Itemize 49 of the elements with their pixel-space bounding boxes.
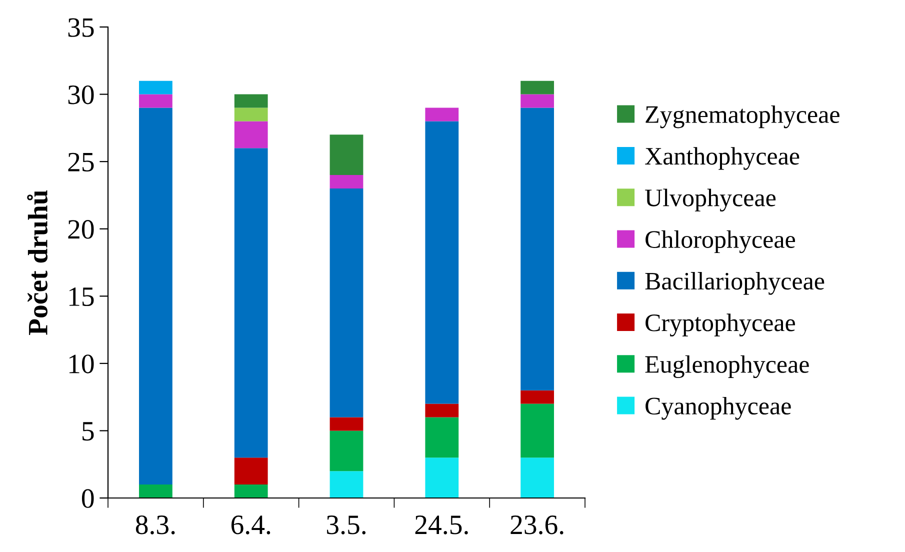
bar [330,175,364,188]
bar [330,430,364,472]
bar [139,80,172,94]
bar [425,121,459,404]
legend-label: Cyanophyceae [646,396,791,420]
legend-label: Cryptophyceae [646,314,796,336]
bar [520,458,554,498]
y-tick-label: 35 [68,18,94,37]
y-tick-label: 20 [68,220,94,239]
y-tick-label: 5 [82,422,94,441]
bar [139,484,172,498]
legend-label: Xanthophyceae [645,147,800,170]
bar [520,94,554,108]
y-tick-label: 10 [69,354,94,374]
bar [330,134,364,176]
y-tick-label: 30 [68,85,94,104]
bar [330,471,364,498]
bar [234,94,268,108]
x-tick-label: 6.4. [231,516,270,534]
bar [234,108,268,122]
legend-label: Chlorophyceae [646,230,796,254]
y-tick-label: 15 [69,287,94,306]
bar [425,404,459,418]
x-tick-label: 24.5. [415,516,468,534]
legend-label: Euglenophyceae [645,355,809,378]
bar [330,188,364,418]
bar [330,417,364,431]
bar [520,80,554,94]
bar [234,148,268,458]
x-tick-label: 23.6. [510,516,564,534]
bar [139,108,172,485]
y-tick-label: 25 [68,152,94,172]
bar [234,121,268,148]
legend-label: Ulvophyceae [645,188,776,212]
bar [520,390,554,404]
bar [425,417,459,458]
legend-label: Zygnematophyceae [646,105,840,128]
y-tick-label: 0 [82,489,94,508]
bar [139,94,172,108]
legend-label: Bacillariophyceae [645,272,824,295]
y-axis-title: Počet druhů [27,190,48,335]
bar [520,404,554,458]
bar [520,108,554,390]
x-tick-label: 3.5. [326,516,366,534]
bar [234,458,268,485]
bar [425,108,459,122]
x-tick-label: 8.3. [136,515,175,534]
bar [425,458,459,498]
bar [234,484,268,498]
